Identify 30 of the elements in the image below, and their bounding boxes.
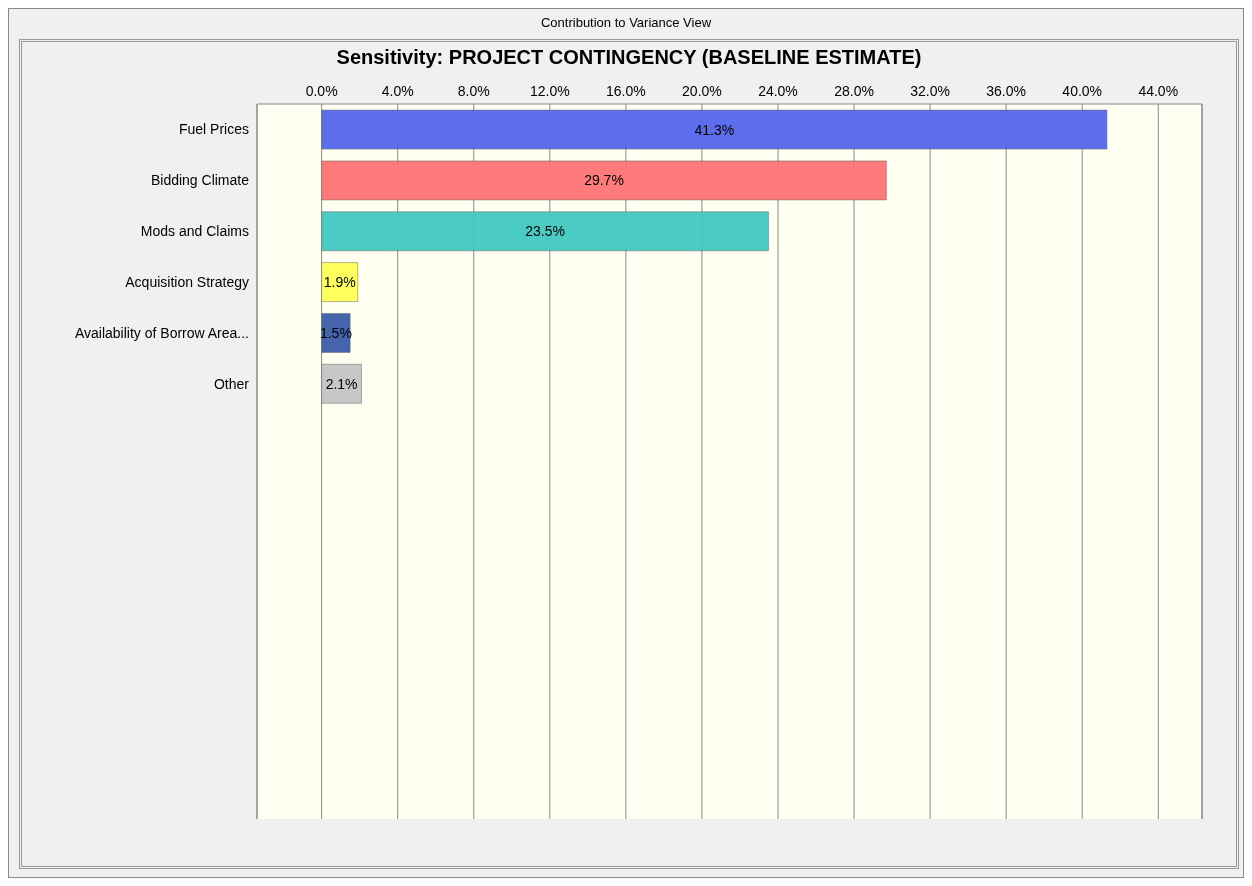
x-tick-label: 20.0% (682, 83, 722, 99)
data-label: 23.5% (525, 223, 565, 240)
x-tick-label: 12.0% (529, 83, 570, 99)
bar (321, 364, 362, 404)
bar (321, 160, 887, 201)
y-tick-label: Fuel Prices (178, 121, 249, 138)
y-tick-label: Other (213, 375, 250, 392)
text: Contribution to Variance View (539, 14, 713, 30)
y-tick-label: Bidding Climate (150, 172, 250, 189)
data-label: 41.3% (694, 121, 735, 138)
data-label: 2.1% (325, 375, 358, 392)
x-tick-label: 40.0% (1062, 83, 1103, 99)
x-tick-label: 36.0% (986, 83, 1027, 99)
bar (321, 262, 359, 302)
bar (321, 211, 769, 252)
bar (321, 109, 1108, 150)
x-tick-label: 24.0% (758, 83, 798, 99)
x-tick-label: 44.0% (1138, 83, 1179, 99)
data-label: 1.9% (323, 274, 356, 291)
data-label: 29.7% (584, 172, 624, 189)
x-tick-label: 28.0% (834, 83, 874, 99)
chart-title: Sensitivity: PROJECT CONTINGENCY (BASELINE ESTIMATE) (335, 46, 923, 69)
x-tick-label: 32.0% (910, 83, 950, 99)
x-tick-label: 16.0% (606, 83, 646, 99)
x-tick-label: 4.0% (381, 83, 414, 99)
x-tick-label: 0.0% (305, 83, 338, 99)
y-tick-label: Acquisition Strategy (125, 273, 249, 290)
y-tick-label: Mods and Claims (140, 223, 249, 240)
x-tick-label: 8.0% (457, 83, 490, 99)
y-tick-label: Availability of Borrow Area... (74, 324, 249, 341)
